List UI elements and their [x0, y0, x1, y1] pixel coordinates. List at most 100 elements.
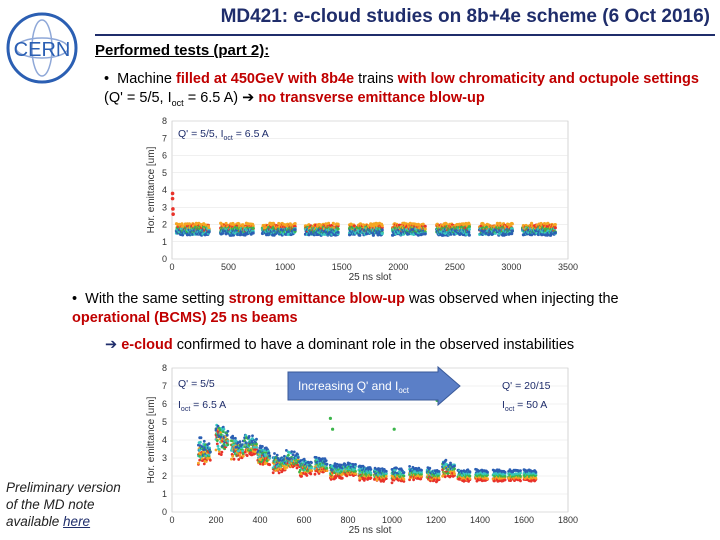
data-point-red	[220, 450, 224, 454]
y-axis-label: Hor. emittance [um]	[146, 396, 157, 483]
data-point-blue	[251, 231, 255, 235]
data-point-blue	[275, 453, 279, 457]
data-point-red	[334, 476, 338, 480]
data-point-blue	[519, 469, 522, 472]
bullet-dot: •	[72, 291, 86, 307]
data-point-red	[309, 472, 313, 476]
data-point-orange	[197, 461, 200, 465]
data-point-red	[443, 475, 447, 479]
x-tick-label: 1800	[558, 515, 578, 525]
data-point-blue	[468, 470, 472, 474]
data-points	[197, 393, 538, 485]
data-point-blue	[486, 470, 489, 474]
data-point-blue	[510, 229, 514, 233]
y-tick-label: 1	[162, 237, 167, 247]
y-tick-label: 8	[162, 363, 167, 373]
data-point-red	[329, 478, 333, 481]
data-point-green	[354, 470, 357, 473]
data-point-orange	[437, 476, 441, 480]
data-point-red	[208, 458, 212, 462]
emittance-chart-2: 0 1 2 3 4 5 6 7 8 0 200 400 600 800 1000 1200 1400 1600 18…	[146, 363, 578, 536]
data-point-blue	[255, 437, 258, 441]
note-text: = 6.5 A	[190, 399, 226, 411]
data-point-orange	[224, 221, 228, 226]
data-point-orange	[452, 470, 456, 473]
data-point-red	[245, 454, 249, 457]
y-tick-label: 7	[162, 133, 167, 143]
data-point-orange	[310, 469, 313, 472]
data-point-orange	[468, 477, 472, 480]
data-point-red	[237, 458, 241, 461]
data-point-orange	[402, 477, 406, 481]
data-point-blue	[199, 436, 203, 440]
data-point-red	[268, 463, 272, 467]
emittance-chart-1: 0 1 2 3 4 5 6 7 8 0 500 1000 1500 2000 2500 3000 3500 25 …	[146, 116, 578, 283]
data-point-orange	[331, 221, 335, 225]
data-point-green	[265, 451, 268, 454]
data-point-orange	[318, 470, 321, 473]
data-point-orange	[217, 449, 221, 453]
data-point-red	[384, 477, 388, 480]
data-point-outlier	[170, 191, 175, 196]
y-tick-label: 3	[162, 202, 167, 212]
data-point-orange	[293, 222, 297, 226]
data-point-orange	[534, 476, 538, 480]
data-point-green	[336, 227, 340, 231]
data-point-orange	[219, 431, 222, 434]
right-note-line2: Ioct = 50 A	[502, 399, 547, 413]
data-point-blue	[420, 468, 423, 472]
x-tick-label: 400	[252, 515, 267, 525]
data-point-green	[241, 452, 245, 455]
data-point-blue	[444, 458, 448, 462]
data-point-green	[503, 474, 507, 478]
note-sub: oct	[505, 406, 514, 413]
data-point-teal	[310, 466, 313, 470]
data-point-blue	[290, 450, 294, 453]
data-point-blue	[207, 230, 211, 234]
data-point-green	[468, 474, 472, 478]
data-point-orange	[231, 454, 235, 458]
x-tick-label: 2000	[388, 262, 408, 272]
data-point-blue	[378, 467, 382, 471]
data-point-orange	[327, 221, 331, 225]
data-point-blue	[291, 453, 295, 457]
chart1-annotation: Q' = 5/5, Ioct = 6.5 A	[178, 128, 269, 142]
md-note-link[interactable]: here	[63, 514, 91, 529]
data-point-orange	[206, 224, 210, 228]
title-rule	[95, 34, 715, 36]
data-point-orange	[354, 472, 357, 475]
data-point-orange	[553, 223, 557, 227]
data-point-outlier	[331, 427, 335, 431]
data-point-teal	[255, 446, 258, 449]
data-point-red	[362, 479, 366, 482]
data-point-blue	[453, 464, 456, 468]
data-point-blue	[202, 439, 206, 443]
data-point-blue	[325, 462, 329, 466]
data-point-orange	[421, 222, 425, 226]
data-point-teal	[217, 447, 221, 451]
data-point-blue	[339, 463, 343, 467]
data-point-blue	[324, 459, 328, 462]
left-note-line2: Ioct = 6.5 A	[178, 399, 226, 413]
data-point-red	[340, 476, 344, 480]
data-point-orange	[241, 454, 245, 458]
data-point-blue	[251, 434, 254, 438]
data-point-teal	[369, 471, 373, 475]
data-point-orange	[336, 222, 340, 226]
data-point-green	[467, 225, 471, 229]
data-point-blue	[408, 465, 411, 468]
x-tick-label: 2500	[445, 262, 465, 272]
data-point-green	[226, 443, 230, 446]
data-point-outlier	[328, 416, 332, 420]
x-tick-label: 3500	[558, 262, 578, 272]
data-point-blue	[268, 454, 272, 458]
data-point-blue	[503, 470, 507, 474]
footnote: Preliminary version of the MD note avail…	[6, 480, 121, 529]
data-point-blue	[247, 435, 251, 438]
data-point-blue	[283, 454, 286, 458]
data-point-orange	[423, 227, 427, 231]
y-tick-label: 2	[162, 471, 167, 481]
data-point-red	[553, 226, 557, 230]
data-points	[170, 191, 557, 237]
y-tick-label: 7	[162, 381, 167, 391]
